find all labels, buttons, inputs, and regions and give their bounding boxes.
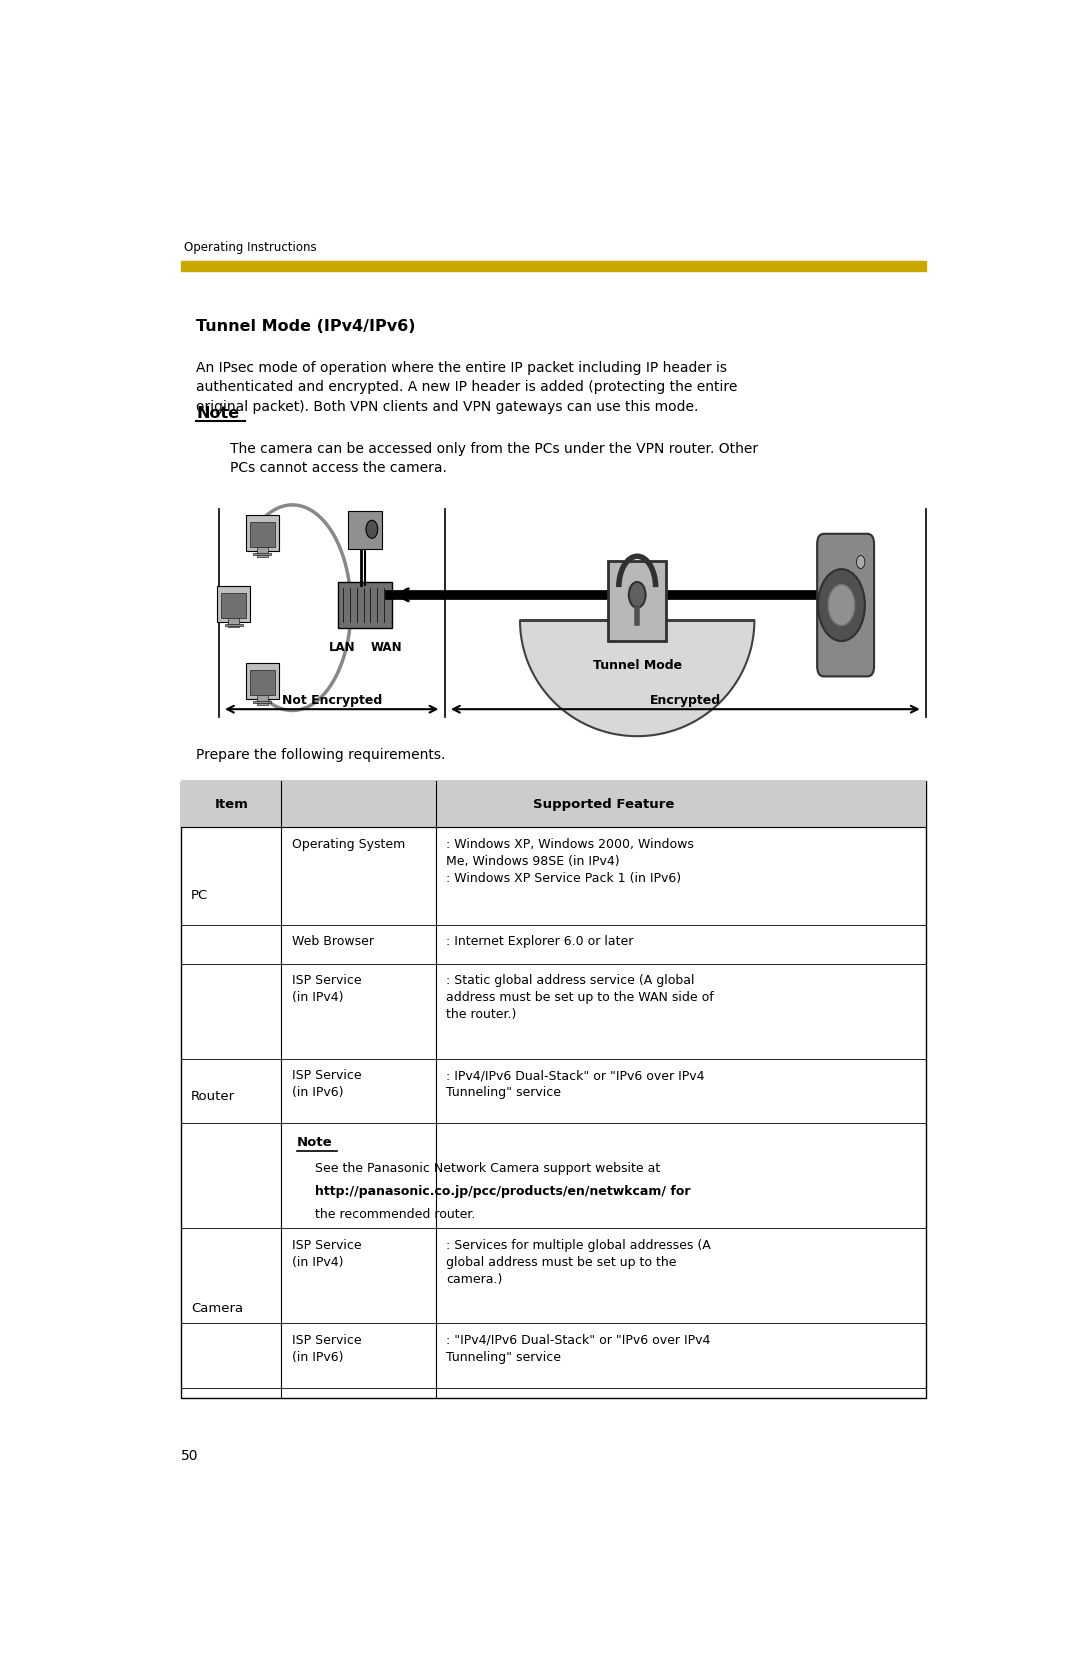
FancyBboxPatch shape [246,514,279,551]
Text: Router: Router [191,1090,235,1103]
Bar [225,624,243,626]
Text: : IPv4/IPv6 Dual-Stack" or "IPv6 over IPv4
Tunneling" service: : IPv4/IPv6 Dual-Stack" or "IPv6 over IP… [446,1070,705,1098]
Text: Operating System: Operating System [292,838,405,851]
Text: Supported Feature: Supported Feature [534,798,674,811]
Text: 50: 50 [181,1449,199,1464]
FancyBboxPatch shape [249,669,275,694]
Text: Item: Item [214,798,248,811]
Bar [181,260,926,270]
FancyBboxPatch shape [338,582,392,628]
Text: the recommended router.: the recommended router. [315,1208,475,1220]
Text: Camera: Camera [191,1302,243,1315]
FancyBboxPatch shape [608,561,666,641]
Circle shape [818,569,865,641]
Text: PC: PC [191,890,208,901]
Bar [181,781,926,1399]
Text: ISP Service
(in IPv4): ISP Service (in IPv4) [292,975,361,1005]
Text: Web Browser: Web Browser [292,935,374,948]
FancyBboxPatch shape [221,592,246,618]
Text: Encrypted: Encrypted [650,694,720,706]
FancyBboxPatch shape [349,511,382,549]
FancyBboxPatch shape [217,586,251,623]
Text: ISP Service
(in IPv6): ISP Service (in IPv6) [292,1070,361,1098]
FancyBboxPatch shape [249,522,275,547]
FancyBboxPatch shape [246,663,279,699]
Text: : Windows XP, Windows 2000, Windows
Me, Windows 98SE (in IPv4)
: Windows XP Serv: : Windows XP, Windows 2000, Windows Me, … [446,838,694,885]
Text: Not Encrypted: Not Encrypted [282,694,382,706]
FancyBboxPatch shape [257,546,268,557]
Text: : Static global address service (A global
address must be set up to the WAN side: : Static global address service (A globa… [446,975,714,1021]
Text: The camera can be accessed only from the PCs under the VPN router. Other
PCs can: The camera can be accessed only from the… [230,442,758,476]
Circle shape [856,556,865,569]
Bar [181,781,926,828]
FancyBboxPatch shape [818,534,874,676]
Text: Prepare the following requirements.: Prepare the following requirements. [197,748,445,761]
Text: : "IPv4/IPv6 Dual-Stack" or "IPv6 over IPv4
Tunneling" service: : "IPv4/IPv6 Dual-Stack" or "IPv6 over I… [446,1334,711,1364]
Polygon shape [521,621,754,736]
Text: Note: Note [197,406,240,421]
Text: An IPsec mode of operation where the entire IP packet including IP header is
aut: An IPsec mode of operation where the ent… [197,361,738,414]
Text: ISP Service
(in IPv6): ISP Service (in IPv6) [292,1334,361,1364]
Bar [253,701,271,703]
Text: : Services for multiple global addresses (A
global address must be set up to the: : Services for multiple global addresses… [446,1238,711,1285]
Text: : Internet Explorer 6.0 or later: : Internet Explorer 6.0 or later [446,935,634,948]
Text: WAN: WAN [370,641,402,654]
Text: Operating Instructions: Operating Instructions [184,242,316,254]
Text: http://panasonic.co.jp/pcc/products/en/netwkcam/ for: http://panasonic.co.jp/pcc/products/en/n… [315,1185,690,1198]
Circle shape [629,582,646,608]
Bar [253,552,271,556]
Text: Tunnel Mode (IPv4/IPv6): Tunnel Mode (IPv4/IPv6) [197,319,416,334]
Text: LAN: LAN [329,641,356,654]
Text: See the Panasonic Network Camera support website at: See the Panasonic Network Camera support… [315,1162,660,1175]
Circle shape [366,521,378,539]
Text: Note: Note [297,1137,333,1148]
Text: Tunnel Mode: Tunnel Mode [593,659,681,673]
Text: ISP Service
(in IPv4): ISP Service (in IPv4) [292,1238,361,1268]
Circle shape [828,584,855,626]
FancyBboxPatch shape [228,616,239,628]
FancyBboxPatch shape [257,693,268,704]
